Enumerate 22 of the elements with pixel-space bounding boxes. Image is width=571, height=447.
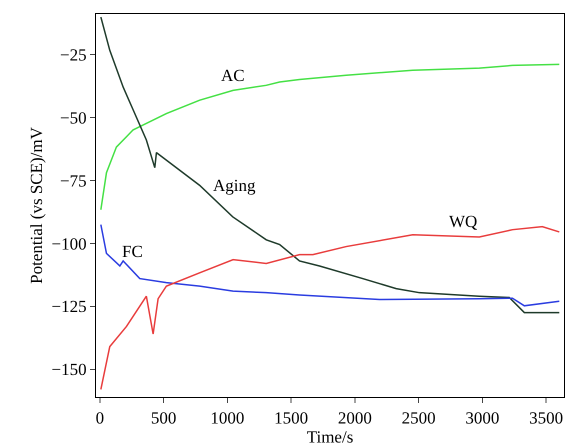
y-axis-title: Potential (vs SCE)/mV — [27, 126, 46, 284]
y-tick-label: −25 — [60, 45, 87, 64]
x-tick-label: 0 — [96, 408, 104, 428]
y-tick-label: −125 — [52, 297, 87, 316]
line-series — [100, 64, 560, 211]
line-series — [100, 16, 560, 314]
x-tick-label: 1000 — [210, 408, 244, 428]
y-tick-label: −100 — [52, 234, 87, 254]
series-label: Aging — [213, 176, 256, 195]
series-label: AC — [221, 66, 245, 85]
y-tick-label: −150 — [52, 360, 87, 380]
x-tick-label: 1500 — [274, 408, 308, 428]
series-label: WQ — [449, 212, 478, 231]
y-tick-label: −50 — [60, 108, 87, 128]
x-axis-title: Time/s — [306, 427, 354, 446]
x-tick-label: 3000 — [465, 408, 500, 428]
y-tick-label: −75 — [60, 171, 87, 190]
x-tick-label: 3500 — [529, 408, 564, 428]
series-label: FC — [122, 242, 143, 261]
x-tick-label: 500 — [150, 408, 176, 428]
x-tick-label: 2000 — [338, 408, 372, 428]
x-tick-label: 2500 — [402, 408, 436, 428]
